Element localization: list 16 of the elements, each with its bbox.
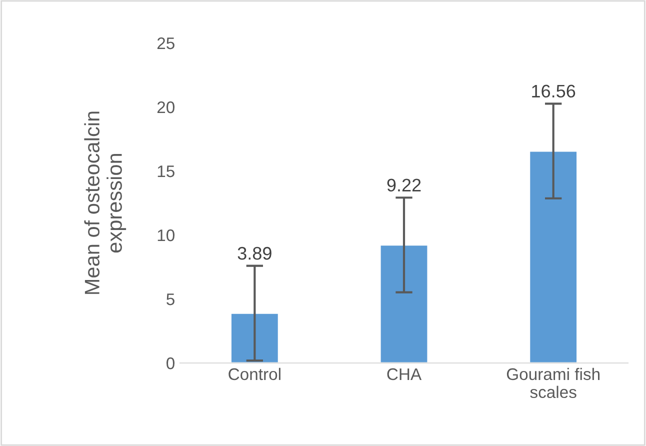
y-tick-label: 25: [157, 37, 174, 50]
x-tick-label: Control: [228, 368, 280, 380]
y-tick-label: 10: [158, 229, 174, 242]
y-tick-label: 0: [166, 357, 174, 370]
x-tick-label: Gourami fish scales: [506, 368, 600, 398]
y-axis-title: Mean of osteocalcin expression: [84, 112, 126, 294]
bar: [379, 244, 429, 363]
bar: [230, 312, 280, 363]
y-tick-label: 15: [158, 166, 174, 178]
bar: [528, 150, 578, 363]
y-tick-label: 5: [166, 294, 174, 306]
y-tick-label: 20: [157, 101, 174, 114]
x-tick-label: CHA: [387, 368, 422, 380]
data-label: 16.56: [532, 84, 576, 98]
data-label: 9.22: [387, 178, 421, 192]
data-label: 3.89: [238, 246, 272, 260]
